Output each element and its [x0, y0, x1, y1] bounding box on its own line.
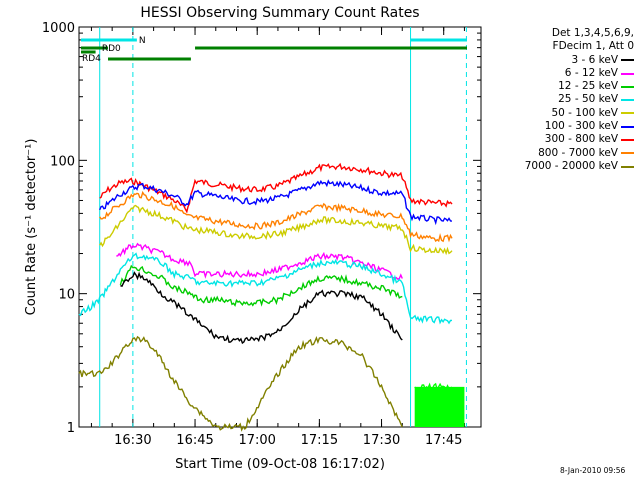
legend-entry: 25 - 50 keV — [482, 93, 634, 106]
series-line — [120, 271, 403, 345]
legend-entry: 3 - 6 keV — [482, 54, 634, 67]
x-tick-label: 17:15 — [301, 433, 338, 448]
legend-entry: 50 - 100 keV — [482, 107, 634, 120]
legend-label: 6 - 12 keV — [564, 66, 618, 79]
series-line — [99, 204, 453, 256]
legend-entry: 800 - 7000 keV — [482, 147, 634, 160]
rd4-label: RD4 — [82, 54, 101, 64]
x-tick-label: 17:00 — [238, 433, 275, 448]
legend-label: 7000 - 20000 keV — [524, 159, 618, 172]
y-tick-label: 100 — [50, 154, 75, 169]
x-tick-label: 17:45 — [425, 433, 462, 448]
legend-label: 100 - 300 keV — [544, 120, 618, 133]
series-line — [116, 242, 403, 281]
legend-label: 25 - 50 keV — [558, 93, 618, 106]
y-tick-label: 1000 — [42, 21, 75, 36]
chart-title: HESSI Observing Summary Count Rates — [140, 5, 419, 21]
legend-swatch — [621, 59, 634, 62]
x-tick-label: 16:30 — [114, 433, 151, 448]
y-tick-label: 10 — [58, 288, 75, 303]
x-tick-label: 17:30 — [363, 433, 400, 448]
legend-swatch — [621, 152, 634, 155]
series-line — [99, 179, 453, 226]
legend-label: 300 - 800 keV — [544, 133, 618, 146]
rd0-label: RD0 — [102, 44, 121, 54]
legend-swatch — [621, 165, 634, 168]
y-axis-label: Count Rate (s⁻¹ detector⁻¹) — [24, 139, 39, 316]
legend-label: 800 - 7000 keV — [538, 146, 618, 159]
legend-swatch — [621, 112, 634, 115]
legend-entry: 6 - 12 keV — [482, 67, 634, 80]
night-label: N — [139, 36, 146, 46]
legend: Det 1,3,4,5,6,9, FDecim 1, Att 0 3 - 6 k… — [482, 27, 634, 173]
legend-entry: 300 - 800 keV — [482, 133, 634, 146]
legend-swatch — [621, 85, 634, 88]
legend-entry: 100 - 300 keV — [482, 120, 634, 133]
series-block — [414, 386, 465, 427]
series-line — [78, 335, 403, 432]
x-tick-label: 16:45 — [176, 433, 213, 448]
legend-label: 3 - 6 keV — [571, 53, 618, 66]
y-tick-label: 1 — [67, 421, 75, 436]
legend-label: 50 - 100 keV — [551, 106, 618, 119]
legend-swatch — [621, 72, 634, 75]
axes: 16:30 16:45 17:00 17:15 17:30 17:45 1 10 100 1000 — [42, 21, 482, 448]
plot-timestamp: 8-Jan-2010 09:56 — [560, 466, 626, 475]
plot-area — [78, 162, 465, 432]
x-axis-label: Start Time (09-Oct-08 16:17:02) — [175, 457, 385, 472]
legend-label: 12 - 25 keV — [558, 80, 618, 93]
legend-entry: 12 - 25 keV — [482, 80, 634, 93]
series-line — [99, 190, 453, 243]
legend-swatch — [621, 139, 634, 142]
legend-swatch — [621, 99, 634, 102]
legend-header-detectors: Det 1,3,4,5,6,9, — [551, 27, 634, 39]
legend-swatch — [621, 125, 634, 128]
plot-frame — [78, 26, 482, 428]
series-line — [119, 264, 403, 307]
legend-header-attenuator: FDecim 1, Att 0 — [552, 40, 634, 53]
legend-entry: 7000 - 20000 keV — [482, 160, 634, 173]
series-line — [99, 162, 453, 214]
series-line — [78, 252, 452, 325]
